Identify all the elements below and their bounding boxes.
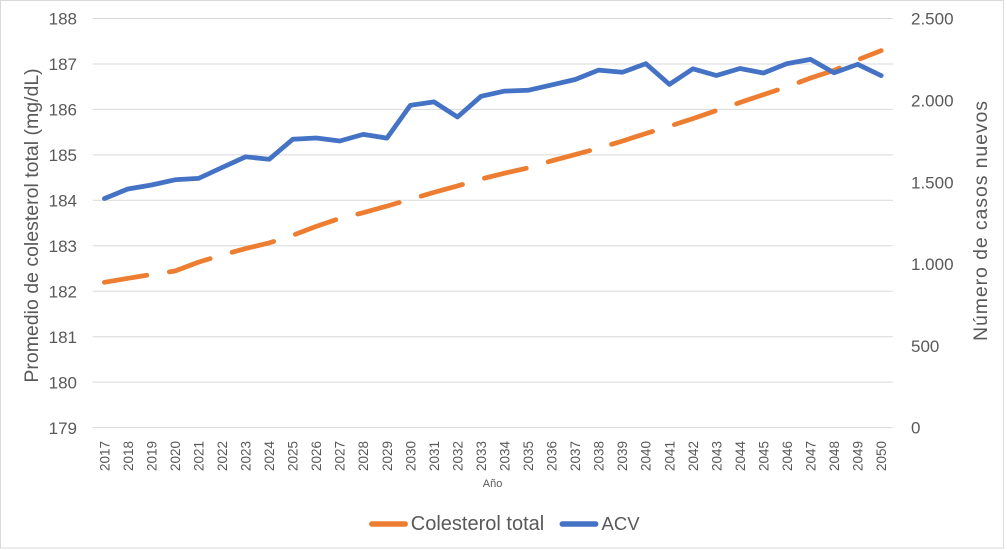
svg-text:2048: 2048	[827, 441, 842, 471]
svg-text:Promedio de colesterol total (: Promedio de colesterol total (mg/dL)	[21, 68, 43, 382]
svg-text:2.500: 2.500	[911, 10, 954, 29]
svg-text:ACV: ACV	[602, 513, 641, 534]
svg-text:179: 179	[49, 419, 77, 438]
svg-text:2018: 2018	[121, 441, 136, 471]
svg-text:2038: 2038	[592, 441, 607, 471]
svg-text:2022: 2022	[215, 441, 230, 471]
svg-text:1.000: 1.000	[911, 255, 954, 274]
svg-text:2039: 2039	[615, 441, 630, 471]
svg-text:2041: 2041	[662, 441, 677, 471]
svg-text:187: 187	[49, 55, 77, 74]
svg-text:186: 186	[49, 101, 77, 120]
svg-text:2047: 2047	[804, 441, 819, 471]
svg-text:2030: 2030	[403, 441, 418, 471]
svg-text:2043: 2043	[709, 441, 724, 471]
svg-text:2026: 2026	[309, 441, 324, 471]
svg-text:2021: 2021	[192, 441, 207, 471]
svg-text:2027: 2027	[333, 441, 348, 471]
svg-text:2036: 2036	[545, 441, 560, 471]
svg-text:184: 184	[49, 192, 77, 211]
svg-text:Año: Año	[483, 478, 503, 490]
svg-text:180: 180	[49, 373, 77, 392]
svg-text:2024: 2024	[262, 441, 277, 472]
svg-text:2029: 2029	[380, 441, 395, 471]
svg-text:1.500: 1.500	[911, 173, 954, 192]
svg-text:2032: 2032	[450, 441, 465, 471]
svg-text:0: 0	[911, 419, 920, 438]
svg-text:2042: 2042	[686, 441, 701, 471]
svg-text:2.000: 2.000	[911, 92, 954, 111]
svg-text:188: 188	[49, 10, 77, 29]
svg-text:Número de casos nuevos: Número de casos nuevos	[970, 100, 992, 341]
svg-text:182: 182	[49, 282, 77, 301]
svg-text:500: 500	[911, 337, 939, 356]
svg-text:2033: 2033	[474, 441, 489, 471]
svg-text:2031: 2031	[427, 441, 442, 471]
svg-text:2044: 2044	[733, 441, 748, 472]
svg-text:2035: 2035	[521, 441, 536, 471]
svg-text:2034: 2034	[498, 441, 513, 472]
svg-text:2050: 2050	[874, 441, 889, 471]
svg-text:2037: 2037	[568, 441, 583, 471]
svg-text:181: 181	[49, 328, 77, 347]
svg-text:2017: 2017	[97, 441, 112, 471]
svg-text:2049: 2049	[851, 441, 866, 471]
svg-text:185: 185	[49, 146, 77, 165]
svg-text:2046: 2046	[780, 441, 795, 471]
svg-text:2025: 2025	[286, 441, 301, 471]
svg-text:2040: 2040	[639, 441, 654, 471]
svg-text:2045: 2045	[756, 441, 771, 471]
svg-text:2020: 2020	[168, 441, 183, 471]
svg-text:2028: 2028	[356, 441, 371, 471]
svg-text:183: 183	[49, 237, 77, 256]
svg-text:Colesterol total: Colesterol total	[411, 513, 544, 535]
svg-text:2019: 2019	[144, 441, 159, 471]
svg-text:2023: 2023	[239, 441, 254, 471]
